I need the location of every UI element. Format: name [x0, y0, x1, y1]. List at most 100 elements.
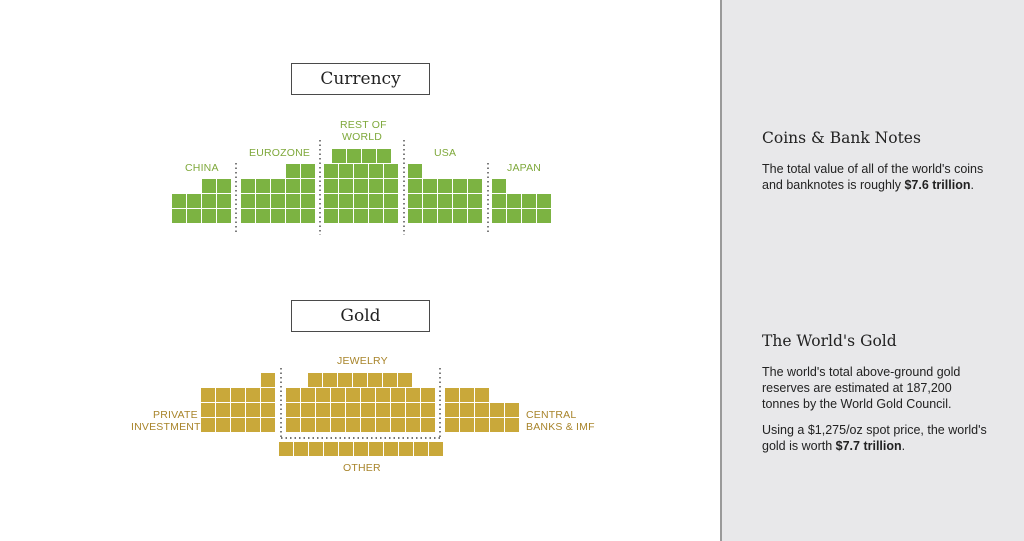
currency-block-rest-of-world	[384, 179, 398, 193]
gold-block-central-banks	[460, 418, 474, 432]
currency-block-rest-of-world	[324, 209, 338, 223]
currency-block-usa	[468, 179, 482, 193]
currency-block-eurozone	[301, 209, 315, 223]
currency-block-usa	[453, 194, 467, 208]
gold-block-private-investment	[201, 388, 215, 402]
gold-block-other	[429, 442, 443, 456]
gold-block-jewelry	[301, 388, 315, 402]
currency-block-rest-of-world	[354, 179, 368, 193]
currency-block-china	[217, 179, 231, 193]
label-private-line1: PRIVATE	[153, 409, 198, 421]
gold-block-other	[309, 442, 323, 456]
gold-block-jewelry	[316, 403, 330, 417]
currency-block-usa	[453, 179, 467, 193]
gold-block-jewelry	[286, 418, 300, 432]
gold-block-other	[384, 442, 398, 456]
currency-block-rest-of-world	[369, 179, 383, 193]
currency-block-usa	[423, 209, 437, 223]
gold-block-private-investment	[261, 418, 275, 432]
currency-block-rest-of-world	[384, 209, 398, 223]
gold-block-jewelry	[353, 373, 367, 387]
currency-block-rest-of-world	[347, 149, 361, 163]
currency-block-rest-of-world	[339, 209, 353, 223]
currency-block-rest-of-world	[324, 164, 338, 178]
gold-block-private-investment	[216, 403, 230, 417]
coins-text-end: .	[970, 178, 974, 192]
label-usa: USA	[434, 147, 457, 159]
coins-value: $7.6 trillion	[904, 178, 971, 192]
gold-value-description: Using a $1,275/oz spot price, the world'…	[762, 422, 992, 454]
gold-block-jewelry	[361, 418, 375, 432]
currency-block-usa	[468, 209, 482, 223]
coins-text: The total value of all of the world's co…	[762, 162, 984, 192]
currency-block-rest-of-world	[324, 179, 338, 193]
gold-title: Gold	[291, 300, 430, 332]
gold-block-other	[279, 442, 293, 456]
currency-block-china	[217, 194, 231, 208]
currency-block-japan	[507, 209, 521, 223]
currency-title: Currency	[291, 63, 430, 95]
currency-block-usa	[408, 164, 422, 178]
gold-block-jewelry	[331, 418, 345, 432]
currency-block-china	[202, 209, 216, 223]
currency-block-japan	[522, 209, 536, 223]
currency-block-usa	[453, 209, 467, 223]
gold-block-jewelry	[391, 388, 405, 402]
coins-description: The total value of all of the world's co…	[762, 161, 992, 193]
label-private-line2: INVESTMENT	[131, 421, 201, 433]
currency-block-rest-of-world	[354, 209, 368, 223]
currency-block-eurozone	[271, 179, 285, 193]
label-central-line2: BANKS & IMF	[526, 421, 595, 433]
currency-block-china	[172, 209, 186, 223]
currency-block-japan	[492, 194, 506, 208]
coins-heading: Coins & Bank Notes	[762, 129, 921, 147]
currency-block-japan	[522, 194, 536, 208]
gold-block-central-banks	[445, 418, 459, 432]
currency-block-china	[202, 179, 216, 193]
currency-block-rest-of-world	[377, 149, 391, 163]
label-japan: JAPAN	[507, 162, 542, 174]
currency-block-eurozone	[301, 179, 315, 193]
currency-block-rest-of-world	[369, 194, 383, 208]
currency-block-rest-of-world	[339, 164, 353, 178]
currency-block-rest-of-world	[354, 194, 368, 208]
gold-block-other	[369, 442, 383, 456]
gold-block-other	[354, 442, 368, 456]
currency-block-china	[217, 209, 231, 223]
gold-block-jewelry	[406, 388, 420, 402]
block-diagram	[172, 140, 551, 456]
currency-block-eurozone	[271, 209, 285, 223]
gold-value-text-end: .	[901, 439, 906, 453]
label-rest-of-world-line1: REST OF	[340, 119, 387, 131]
currency-block-usa	[408, 194, 422, 208]
gold-block-jewelry	[376, 418, 390, 432]
currency-block-japan	[507, 194, 521, 208]
currency-block-rest-of-world	[362, 149, 376, 163]
gold-block-jewelry	[338, 373, 352, 387]
currency-block-rest-of-world	[384, 164, 398, 178]
gold-block-jewelry	[286, 403, 300, 417]
gold-block-central-banks	[490, 418, 504, 432]
gold-block-jewelry	[331, 388, 345, 402]
gold-block-jewelry	[346, 418, 360, 432]
currency-block-usa	[423, 179, 437, 193]
gold-block-other	[339, 442, 353, 456]
gold-block-private-investment	[246, 418, 260, 432]
gold-block-jewelry	[368, 373, 382, 387]
gold-block-private-investment	[246, 403, 260, 417]
currency-block-eurozone	[256, 209, 270, 223]
gold-block-jewelry	[391, 418, 405, 432]
gold-block-private-investment	[261, 373, 275, 387]
currency-block-china	[172, 194, 186, 208]
currency-block-usa	[408, 179, 422, 193]
gold-value-text: Using a $1,275/oz spot price, the world'…	[762, 423, 987, 453]
currency-block-eurozone	[286, 194, 300, 208]
gold-block-jewelry	[316, 418, 330, 432]
currency-block-usa	[438, 179, 452, 193]
gold-block-private-investment	[246, 388, 260, 402]
gold-block-jewelry	[301, 403, 315, 417]
label-jewelry: JEWELRY	[337, 355, 388, 367]
sidebar: Coins & Bank Notes The total value of al…	[720, 0, 1024, 541]
label-other: OTHER	[343, 462, 381, 474]
gold-block-jewelry	[376, 388, 390, 402]
